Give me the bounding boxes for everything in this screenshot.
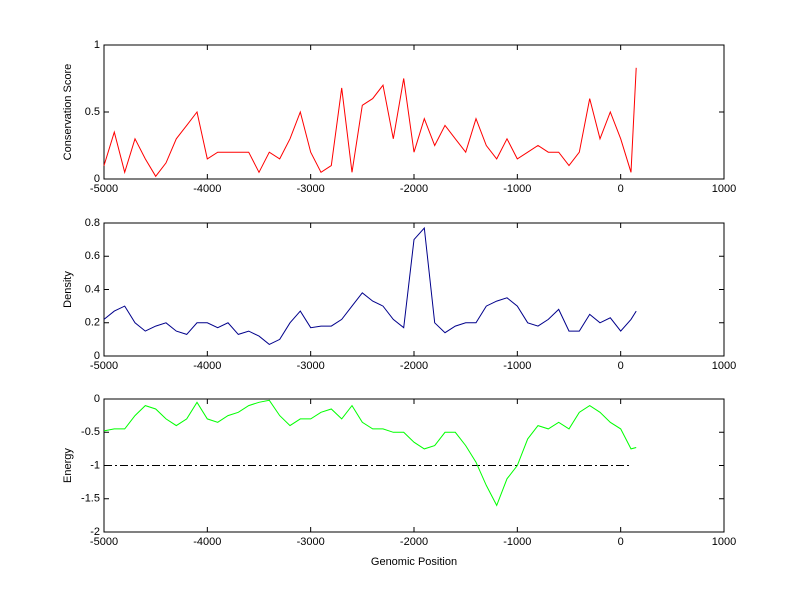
x-tick-label: -4000 (193, 183, 221, 195)
x-tick-label: -5000 (90, 360, 118, 372)
data-line (103, 226, 637, 345)
y-axis-label: Density (62, 271, 74, 308)
data-line (103, 67, 637, 178)
y-tick-label: 0 (94, 173, 100, 185)
y-axis-label: Energy (62, 448, 74, 483)
x-tick-label: 0 (618, 536, 624, 548)
x-tick-label: -5000 (90, 183, 118, 195)
x-tick-label: 0 (618, 183, 624, 195)
y-tick-label: 0.6 (85, 250, 100, 262)
y-tick-label: -1 (90, 459, 100, 471)
y-tick-label: 1 (94, 39, 100, 51)
y-tick-label: 0.8 (85, 217, 100, 229)
y-tick-label: 0.4 (85, 283, 100, 295)
x-tick-label: -1000 (503, 536, 531, 548)
x-axis-label: Genomic Position (371, 556, 457, 568)
x-tick-label: 0 (618, 360, 624, 372)
y-tick-label: 0.5 (85, 106, 100, 118)
x-tick-label: -4000 (193, 536, 221, 548)
x-tick-label: -3000 (297, 536, 325, 548)
y-tick-label: 0.2 (85, 317, 100, 329)
y-axis-label: Conservation Score (62, 64, 74, 161)
y-tick-label: -2 (90, 526, 100, 538)
x-tick-label: -2000 (400, 536, 428, 548)
x-tick-label: -1000 (503, 360, 531, 372)
x-tick-label: -3000 (297, 183, 325, 195)
y-tick-label: 0 (94, 350, 100, 362)
x-tick-label: -2000 (400, 183, 428, 195)
x-tick-label: -3000 (297, 360, 325, 372)
y-tick-label: -0.5 (81, 426, 100, 438)
plot-area (103, 44, 725, 180)
y-tick-label: -1.5 (81, 493, 100, 505)
x-tick-label: 1000 (712, 360, 736, 372)
x-tick-label: -1000 (503, 183, 531, 195)
x-tick-label: -2000 (400, 360, 428, 372)
x-tick-label: -5000 (90, 536, 118, 548)
x-tick-label: -4000 (193, 360, 221, 372)
data-line (103, 399, 637, 507)
x-tick-label: 1000 (712, 183, 736, 195)
x-tick-label: 1000 (712, 536, 736, 548)
y-tick-label: 0 (94, 393, 100, 405)
